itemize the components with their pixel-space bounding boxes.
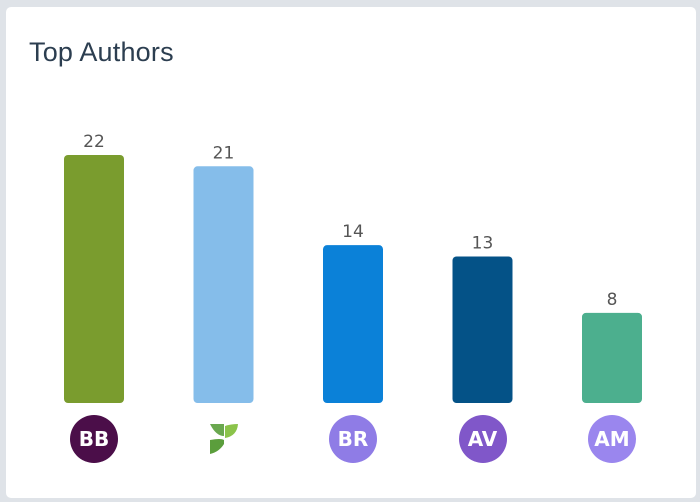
bar-value-label-4: 8	[607, 290, 618, 310]
green-leaf-logo-icon[interactable]	[200, 415, 248, 463]
bar-value-label-1: 21	[213, 143, 235, 163]
bar-value-label-0: 22	[83, 132, 105, 152]
widget-title: Top Authors	[29, 37, 174, 67]
bar-1[interactable]	[193, 166, 254, 403]
bar-2[interactable]	[323, 245, 383, 403]
bar-3[interactable]	[452, 256, 513, 403]
author-avatar-av[interactable]: AV	[458, 415, 507, 463]
author-avatar-bb[interactable]: BB	[70, 415, 118, 463]
author-avatar-br[interactable]: BR	[329, 415, 377, 463]
bar-4[interactable]	[582, 312, 642, 403]
bar-value-label-2: 14	[342, 222, 364, 242]
bar-0[interactable]	[64, 155, 124, 403]
bar-value-label-3: 13	[472, 233, 494, 253]
author-avatar-am[interactable]: AM	[588, 415, 636, 463]
